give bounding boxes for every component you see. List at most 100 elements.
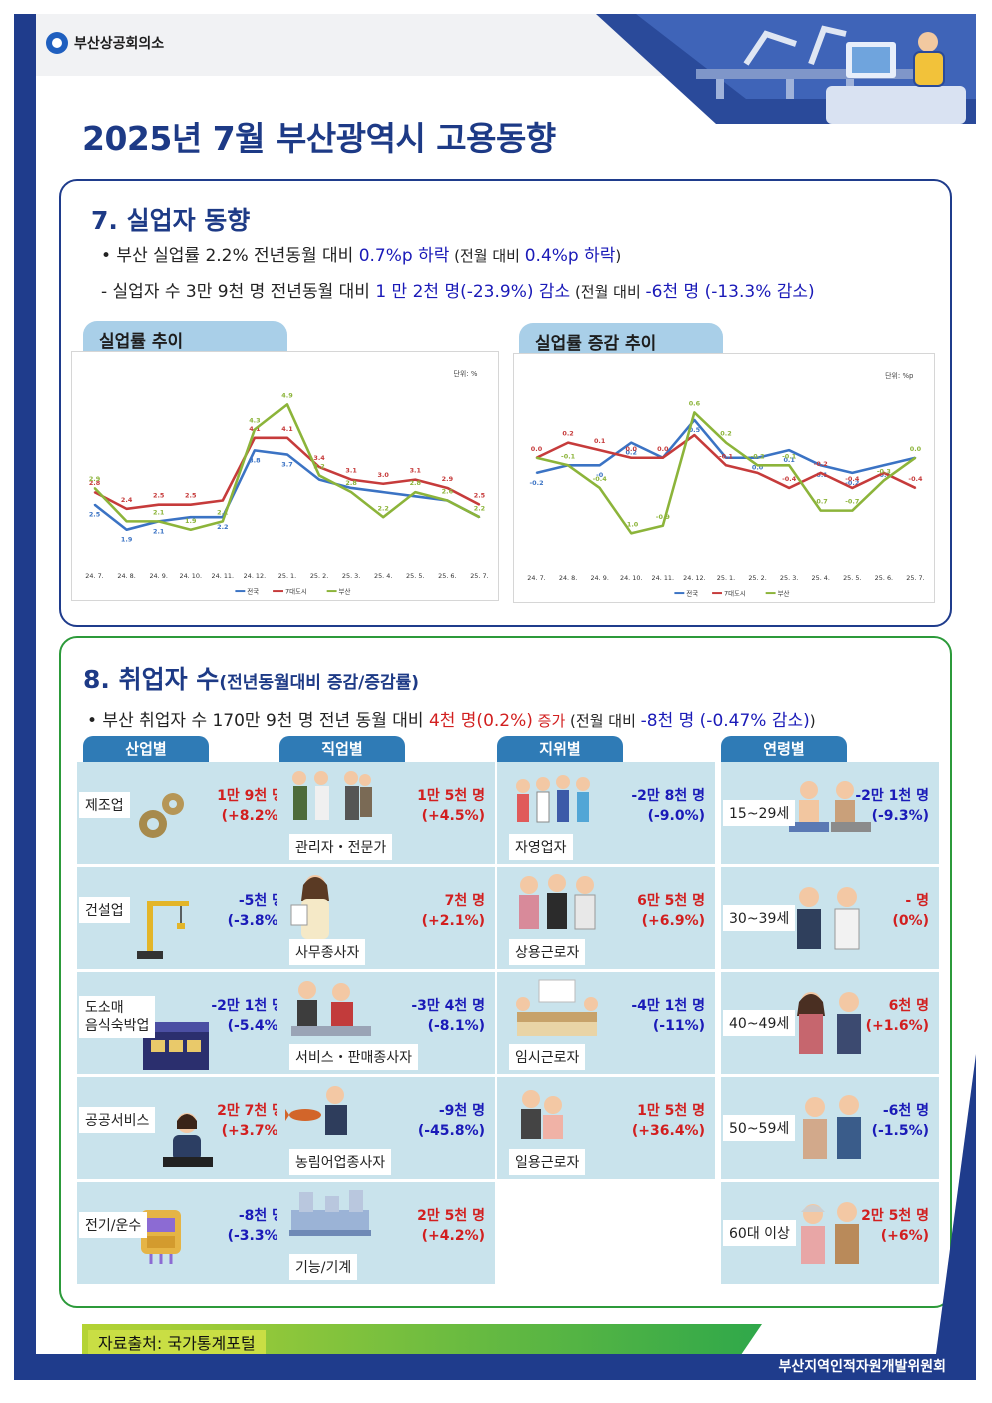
data-point: [446, 499, 449, 502]
data-point: [93, 491, 96, 493]
cell-change-rate: (-8.1%): [427, 1018, 485, 1034]
data-point: [630, 532, 633, 535]
data-point: [254, 437, 256, 439]
employment-cell: 15~29세 -2만 1천 명 (-9.3%): [721, 762, 939, 864]
cell-change-rate: (-5.4%): [227, 1018, 285, 1034]
employment-cell: 제조업 1만 9천 명 (+8.2%): [77, 762, 295, 864]
data-point: [414, 478, 417, 481]
cell-label: 농림어업종사자: [289, 1149, 392, 1175]
x-tick-label: 25. 7.: [470, 572, 488, 580]
footer-org: 부산지역인적자원개발위원회: [778, 1359, 946, 1375]
cell-change-count: -8천 명: [238, 1208, 285, 1224]
data-label: 1.9: [185, 517, 197, 525]
data-point: [286, 453, 288, 456]
bullet1-note-highlight: 0.4%p 하락: [524, 246, 616, 266]
cell-change-rate: (+36.4%): [631, 1123, 705, 1139]
cell-change-count: -3만 4천 명: [411, 998, 485, 1014]
bullet2-prefix: - 실업자 수 3만 9천 명 전년동월 대비: [101, 282, 376, 302]
data-point: [125, 508, 128, 510]
factory-icon: [285, 1186, 375, 1250]
x-tick-label: 24. 8.: [117, 572, 135, 580]
clerk-icon: [285, 871, 345, 947]
cell-label: 관리자・전문가: [289, 834, 393, 860]
unemployment-change-chart-svg: 단위: %p-0.2-00.20.50.00.1-0.1-0.2-0.10.00…: [527, 371, 924, 598]
data-point: [189, 503, 192, 506]
data-point: [254, 449, 256, 452]
data-point: [914, 487, 917, 489]
cell-change-rate: (+6.9%): [641, 913, 705, 929]
employment-cell: 자영업자 -2만 8천 명 (-9.0%): [497, 762, 715, 864]
employment-cell: 상용근로자 6만 5천 명 (+6.9%): [497, 867, 715, 969]
cell-label: 자영업자: [509, 834, 573, 860]
column-0: 제조업 1만 9천 명 (+8.2%) 건설업 -5천 명 (-3.8%) 도소매 음식숙박…: [77, 762, 295, 1287]
data-label: 2.5: [89, 511, 101, 519]
data-point: [819, 472, 822, 474]
cell-label: 임시근로자: [509, 1044, 586, 1070]
data-point: [222, 520, 224, 523]
cell-change-rate: (-9.3%): [871, 808, 929, 824]
office-worker-icon: [157, 1107, 219, 1177]
professionals-icon: [285, 766, 375, 832]
footer-source: 자료출처: 국가통계포털: [88, 1330, 266, 1354]
data-point: [222, 499, 224, 502]
x-tick-label: 24. 7.: [85, 572, 103, 580]
data-label: 0.0: [626, 445, 638, 453]
data-point: [318, 466, 320, 468]
employment-cell: 관리자・전문가 1만 5천 명 (+4.5%): [277, 762, 495, 864]
employed-bullet: • 부산 취업자 수 170만 9천 명 전년 동월 대비 4천 명(0.2%)…: [87, 706, 816, 731]
cell-value: 1만 9천 명 (+8.2%): [217, 786, 285, 826]
data-label: 4.1: [281, 425, 293, 433]
report-page: 부산상공회의소 2025년 7월 부산광역시 고용동향 7. 실업자 동향 • …: [14, 14, 976, 1380]
x-tick-label: 25. 6.: [438, 572, 456, 580]
column-head-0: 산업별: [83, 736, 209, 762]
cell-change-rate: (-45.8%): [417, 1123, 485, 1139]
employment-cell: 일용근로자 1만 5천 명 (+36.4%): [497, 1077, 715, 1179]
cell-value: -2만 8천 명 (-9.0%): [631, 786, 705, 826]
data-label: -1.0: [624, 520, 639, 528]
fisherman-icon: [285, 1081, 361, 1147]
data-label: 2.8: [89, 479, 101, 487]
data-label: -0.4: [908, 475, 923, 483]
data-label: -0.1: [782, 452, 797, 460]
x-tick-label: 24. 9.: [149, 572, 167, 580]
cell-change-rate: (+2.1%): [421, 913, 485, 929]
cell-label: 건설업: [79, 897, 130, 923]
x-tick-label: 25. 4.: [812, 574, 830, 582]
data-point: [535, 456, 538, 459]
data-label: -0.7: [845, 498, 859, 506]
x-tick-label: 24. 8.: [559, 574, 577, 582]
section-7-title: 7. 실업자 동향: [91, 206, 251, 235]
column-3: 15~29세 -2만 1천 명 (-9.3%) 30~39세 - 명 (0%) 40~49세…: [721, 762, 939, 1287]
data-label: 0.2: [562, 430, 573, 438]
cell-change-rate: (-3.8%): [227, 913, 285, 929]
data-label: 0.5: [689, 426, 701, 434]
employment-cell: 건설업 -5천 명 (-3.8%): [77, 867, 295, 969]
data-label: -0.1: [561, 452, 576, 460]
cell-value: 2만 7천 명 (+3.7%): [217, 1101, 285, 1141]
cell-value: -9천 명 (-45.8%): [418, 1101, 485, 1141]
employment-cell: 50~59세 -6천 명 (-1.5%): [721, 1077, 939, 1179]
data-point: [851, 509, 854, 512]
cell-change-rate: (-9.0%): [647, 808, 705, 824]
x-tick-label: 25. 5.: [406, 572, 424, 580]
column-1: 관리자・전문가 1만 5천 명 (+4.5%) 사무종사자 7천 명 (+2.1%) 서비스…: [277, 762, 495, 1287]
data-label: 1.9: [121, 536, 133, 544]
data-point: [598, 464, 601, 467]
x-tick-label: 24. 10.: [179, 572, 202, 580]
x-tick-label: 25. 4.: [374, 572, 392, 580]
data-label: 2.6: [442, 488, 454, 496]
footer-corner-decor: [936, 1054, 976, 1354]
data-point: [382, 491, 385, 493]
chart2-tab: 실업률 증감 추이: [519, 323, 723, 355]
data-label: -0.1: [719, 452, 734, 460]
column-head-1: 직업별: [279, 736, 405, 762]
data-point: [819, 509, 822, 512]
data-point: [693, 434, 696, 436]
cell-label: 기능/기계: [289, 1254, 358, 1280]
data-point: [157, 503, 160, 506]
data-label: 2.2: [474, 504, 485, 512]
data-point: [851, 487, 854, 489]
young-people-icon: [781, 776, 877, 846]
data-label: 4.3: [249, 417, 260, 425]
data-label: -0.4: [593, 475, 608, 483]
